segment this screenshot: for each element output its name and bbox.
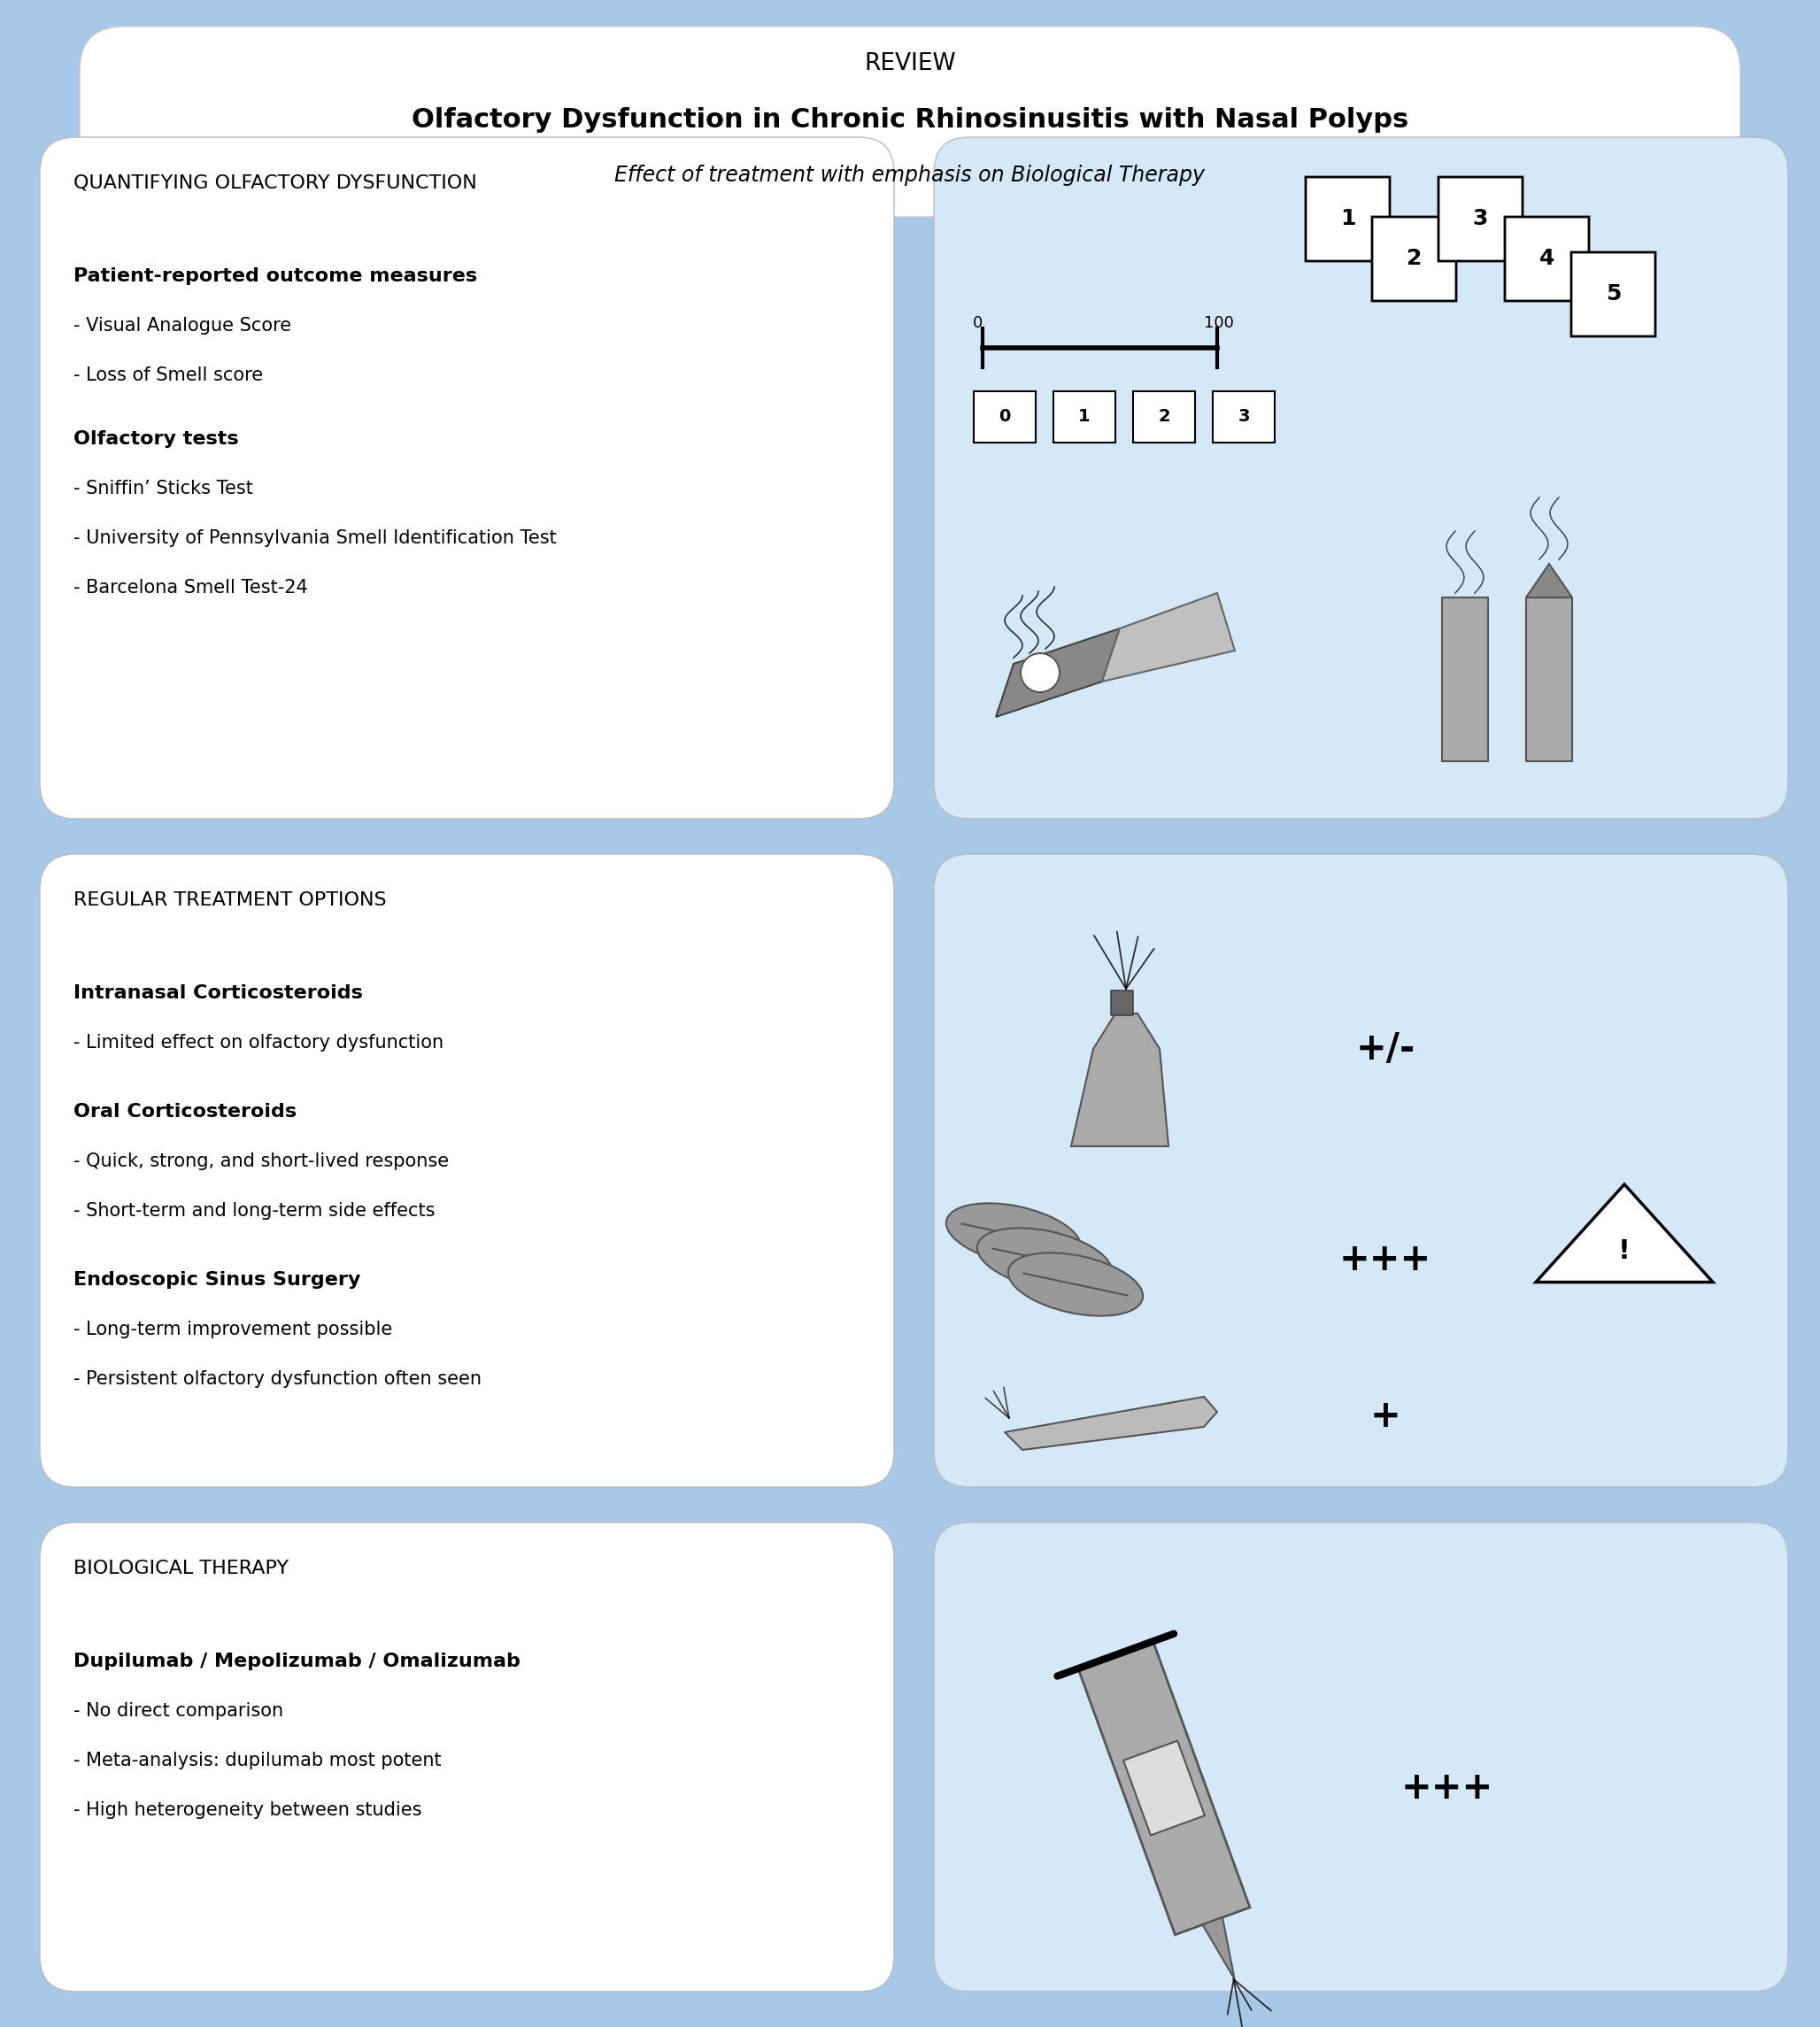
FancyBboxPatch shape	[934, 1522, 1787, 1993]
Ellipse shape	[946, 1204, 1081, 1267]
Polygon shape	[1203, 1918, 1234, 1978]
Polygon shape	[996, 628, 1119, 718]
Text: Endoscopic Sinus Surgery: Endoscopic Sinus Surgery	[73, 1271, 360, 1289]
Text: - High heterogeneity between studies: - High heterogeneity between studies	[73, 1802, 422, 1818]
Text: 0: 0	[974, 314, 983, 330]
Text: - University of Pennsylvania Smell Identification Test: - University of Pennsylvania Smell Ident…	[73, 529, 557, 547]
Text: - Persistent olfactory dysfunction often seen: - Persistent olfactory dysfunction often…	[73, 1370, 482, 1388]
FancyBboxPatch shape	[40, 138, 894, 819]
FancyBboxPatch shape	[1054, 391, 1116, 442]
Text: - Quick, strong, and short-lived response: - Quick, strong, and short-lived respons…	[73, 1153, 450, 1170]
FancyBboxPatch shape	[1571, 251, 1656, 336]
FancyBboxPatch shape	[1110, 991, 1134, 1016]
Text: - Limited effect on olfactory dysfunction: - Limited effect on olfactory dysfunctio…	[73, 1034, 444, 1052]
Text: - Barcelona Smell Test-24: - Barcelona Smell Test-24	[73, 580, 308, 596]
FancyBboxPatch shape	[80, 26, 1740, 217]
Text: - No direct comparison: - No direct comparison	[73, 1703, 284, 1719]
Text: - Meta-analysis: dupilumab most potent: - Meta-analysis: dupilumab most potent	[73, 1751, 442, 1770]
FancyBboxPatch shape	[1527, 598, 1572, 762]
FancyBboxPatch shape	[934, 853, 1787, 1488]
Polygon shape	[1527, 564, 1572, 598]
Ellipse shape	[1008, 1253, 1143, 1316]
Text: 1: 1	[1079, 409, 1090, 426]
Text: 100: 100	[1205, 314, 1234, 330]
Text: 3: 3	[1238, 409, 1250, 426]
Text: REVIEW: REVIEW	[864, 53, 956, 75]
FancyBboxPatch shape	[40, 1522, 894, 1993]
Text: 0: 0	[999, 409, 1010, 426]
Text: BIOLOGICAL THERAPY: BIOLOGICAL THERAPY	[73, 1559, 289, 1577]
Text: Oral Corticosteroids: Oral Corticosteroids	[73, 1103, 297, 1121]
FancyBboxPatch shape	[934, 138, 1787, 819]
Text: 2: 2	[1407, 247, 1421, 270]
Text: - Short-term and long-term side effects: - Short-term and long-term side effects	[73, 1202, 435, 1220]
FancyBboxPatch shape	[1372, 217, 1456, 300]
Text: - Loss of Smell score: - Loss of Smell score	[73, 367, 264, 385]
Text: Effect of treatment with emphasis on Biological Therapy: Effect of treatment with emphasis on Bio…	[615, 164, 1205, 186]
FancyBboxPatch shape	[974, 391, 1036, 442]
Polygon shape	[1005, 1397, 1218, 1449]
Text: 4: 4	[1540, 247, 1554, 270]
Text: Olfactory Dysfunction in Chronic Rhinosinusitis with Nasal Polyps: Olfactory Dysfunction in Chronic Rhinosi…	[411, 107, 1409, 132]
FancyBboxPatch shape	[1505, 217, 1589, 300]
Text: Patient-reported outcome measures: Patient-reported outcome measures	[73, 268, 477, 286]
Polygon shape	[1103, 594, 1236, 681]
Text: 3: 3	[1472, 209, 1489, 229]
Text: +++: +++	[1340, 1241, 1432, 1279]
Polygon shape	[1123, 1741, 1205, 1834]
Polygon shape	[1072, 1014, 1168, 1147]
FancyBboxPatch shape	[1441, 598, 1489, 762]
Text: - Visual Analogue Score: - Visual Analogue Score	[73, 316, 291, 334]
FancyBboxPatch shape	[40, 853, 894, 1488]
FancyBboxPatch shape	[1134, 391, 1196, 442]
Text: Dupilumab / Mepolizumab / Omalizumab: Dupilumab / Mepolizumab / Omalizumab	[73, 1652, 521, 1670]
Text: Olfactory tests: Olfactory tests	[73, 430, 238, 448]
FancyBboxPatch shape	[1212, 391, 1274, 442]
Text: !: !	[1618, 1238, 1631, 1263]
Ellipse shape	[977, 1228, 1112, 1291]
Polygon shape	[1536, 1184, 1713, 1283]
Text: Intranasal Corticosteroids: Intranasal Corticosteroids	[73, 985, 362, 1001]
Text: +++: +++	[1401, 1770, 1494, 1806]
Circle shape	[1021, 653, 1059, 691]
Text: - Long-term improvement possible: - Long-term improvement possible	[73, 1322, 393, 1338]
Text: +/-: +/-	[1356, 1030, 1416, 1068]
Text: - Sniffin’ Sticks Test: - Sniffin’ Sticks Test	[73, 480, 253, 497]
Text: 5: 5	[1605, 284, 1622, 304]
FancyBboxPatch shape	[1438, 176, 1523, 261]
Text: 1: 1	[1340, 209, 1356, 229]
Text: QUANTIFYING OLFACTORY DYSFUNCTION: QUANTIFYING OLFACTORY DYSFUNCTION	[73, 174, 477, 193]
Text: 2: 2	[1158, 409, 1170, 426]
FancyBboxPatch shape	[1305, 176, 1390, 261]
Text: REGULAR TREATMENT OPTIONS: REGULAR TREATMENT OPTIONS	[73, 892, 386, 908]
Polygon shape	[1077, 1642, 1250, 1934]
Text: +: +	[1370, 1399, 1401, 1435]
